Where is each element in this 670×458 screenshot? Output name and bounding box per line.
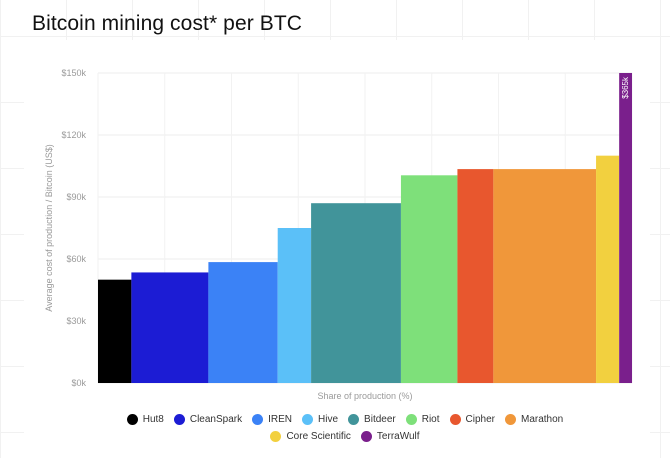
bar-data-label: $365k (621, 76, 630, 99)
y-tick-label: $120k (61, 130, 86, 140)
legend-swatch (302, 414, 314, 425)
x-axis-title: Share of production (%) (317, 391, 412, 401)
legend-label: Hive (318, 414, 339, 425)
bar-hut8 (98, 279, 132, 383)
bar-marathon (493, 169, 597, 383)
legend-item: CleanSpark (173, 414, 243, 425)
y-tick-label: $150k (61, 68, 86, 78)
legend-swatch (173, 414, 185, 425)
legend-swatch (505, 414, 516, 425)
bar-cipher (457, 169, 494, 383)
chart-legend: Hut8 CleanSpark IREN Hive Bitdeer Riot Cipher M… (110, 414, 580, 442)
y-tick-label: $0k (71, 378, 86, 388)
legend-label: Cipher (465, 414, 495, 425)
legend-swatch (252, 414, 264, 425)
bar-bitdeer (311, 203, 401, 383)
legend-item: Core Scientific (270, 431, 351, 442)
legend-item: Bitdeer (348, 414, 396, 425)
legend-item: Hive (302, 414, 338, 425)
legend-swatch (449, 414, 461, 425)
cost-bar-chart: $0k $30k $60k $90k $120k $150k $365k Average co… (44, 68, 633, 401)
y-axis-title: Average cost of production / Bitcoin (US… (44, 144, 54, 311)
y-tick-label: $90k (66, 192, 86, 202)
legend-swatch (360, 431, 372, 442)
bar-terrawulf (619, 73, 632, 383)
legend-item: TerraWulf (360, 431, 420, 442)
y-tick-label: $60k (66, 254, 86, 264)
chart-card: $0k $30k $60k $90k $120k $150k $365k Average co… (24, 40, 650, 458)
chart-title: Bitcoin mining cost* per BTC (32, 12, 303, 35)
legend-label: IREN (268, 414, 293, 425)
bar-hive (277, 228, 312, 383)
bar-core-scientific (596, 155, 620, 383)
legend-item: Riot (405, 414, 440, 425)
bar-cleanspark (131, 272, 209, 383)
legend-label: Marathon (521, 414, 564, 425)
legend-label: Core Scientific (286, 431, 351, 442)
legend-item: Hut8 (126, 414, 164, 425)
legend-swatch (270, 431, 282, 442)
legend-swatch (405, 414, 417, 425)
bar-iren (208, 262, 278, 383)
legend-label: CleanSpark (189, 414, 243, 425)
legend-swatch (126, 414, 138, 425)
legend-item: Cipher (449, 414, 495, 425)
legend-swatch (348, 414, 360, 425)
legend-label: Hut8 (142, 414, 164, 425)
bar-riot (400, 175, 458, 383)
legend-item: IREN (252, 414, 292, 425)
legend-label: TerraWulf (376, 431, 420, 442)
y-tick-label: $30k (66, 316, 86, 326)
legend-label: Bitdeer (364, 414, 396, 425)
legend-label: Riot (421, 414, 440, 425)
legend-item: Marathon (505, 414, 563, 425)
